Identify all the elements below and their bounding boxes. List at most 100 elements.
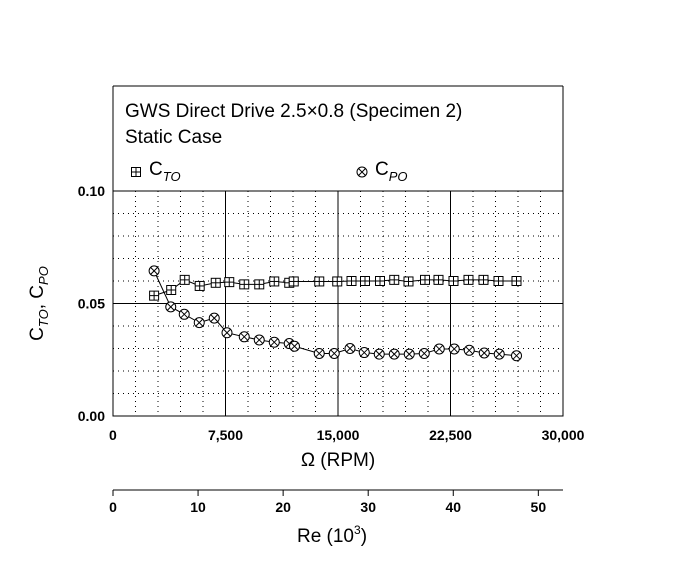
data-point-cpo	[328, 347, 340, 359]
y-tick-label: 0.00	[78, 408, 105, 424]
secondary-axis-ticks: 0 10 20 30 40 50	[109, 490, 546, 515]
data-point-cto	[433, 274, 444, 285]
data-point-cto	[269, 276, 280, 287]
x-stroke-b	[290, 342, 299, 351]
x-stroke-b	[480, 349, 489, 357]
data-point-cto	[239, 279, 250, 290]
y-tick-label: 0.10	[78, 183, 105, 199]
x-tick-labels: 0 7,500 15,000 22,500 30,000	[109, 427, 585, 443]
data-point-cto	[403, 276, 414, 287]
chart-title: GWS Direct Drive 2.5×0.8 (Specimen 2)	[125, 101, 462, 122]
secondary-tick-label: 0	[109, 499, 117, 515]
secondary-axis-label-close: )	[361, 526, 367, 547]
data-point-cpo	[418, 347, 430, 359]
legend-circle-x-marker	[356, 166, 368, 178]
y-tick-label: 0.05	[78, 296, 105, 312]
data-point-cto	[254, 279, 265, 290]
data-point-cto	[179, 274, 190, 285]
x-stroke-b	[150, 267, 158, 275]
legend-cto-sub: TO	[163, 169, 181, 184]
y-axis-label-cp-sub: PO	[36, 266, 51, 285]
x-stroke-b	[420, 349, 429, 358]
data-point-cpo	[403, 348, 415, 360]
x-stroke-b	[360, 348, 369, 357]
data-point-cto	[224, 277, 235, 288]
x-tick-label: 30,000	[542, 427, 585, 443]
secondary-axis-label: Re (103)	[297, 523, 367, 547]
x-tick-label: 22,500	[429, 427, 472, 443]
x-stroke-b	[375, 350, 384, 358]
data-point-cto	[314, 276, 325, 287]
x-stroke-b	[405, 350, 414, 358]
x-stroke-b	[210, 314, 219, 322]
y-axis-label-separator: ,	[27, 299, 48, 310]
data-point-cpo	[208, 312, 220, 324]
secondary-axis-label-main: Re (10	[297, 526, 354, 547]
data-point-cpo	[253, 334, 265, 346]
data-point-cto	[332, 276, 343, 287]
x-stroke-b	[166, 303, 175, 311]
x-stroke-b	[223, 328, 231, 337]
secondary-tick-label: 40	[445, 499, 461, 515]
y-axis-label-cp-main: C	[27, 285, 48, 299]
x-stroke-b	[346, 344, 354, 353]
data-point-cto	[389, 274, 400, 285]
secondary-tick-label: 20	[275, 499, 291, 515]
data-point-cto	[493, 276, 504, 286]
data-point-cpo	[511, 350, 522, 362]
data-point-cto	[194, 280, 205, 291]
secondary-tick-label: 50	[531, 499, 547, 515]
legend-cto-marker	[131, 167, 141, 177]
data-point-cto	[420, 274, 430, 285]
legend-entry-cto: CTO	[131, 159, 181, 184]
data-point-cpo	[448, 343, 460, 355]
x-stroke-b	[255, 336, 264, 344]
data-point-cpo	[373, 348, 385, 360]
x-stroke-b	[180, 310, 189, 319]
x-stroke-b	[512, 351, 521, 360]
series-layer	[148, 265, 522, 362]
legend-cpo-sub: PO	[389, 169, 408, 184]
data-point-cto	[149, 290, 160, 301]
x-tick-label: 7,500	[208, 427, 243, 443]
data-point-cpo	[165, 301, 177, 313]
x-stroke-b	[450, 345, 459, 353]
data-point-cto	[478, 274, 489, 285]
data-point-cto	[511, 276, 522, 286]
data-point-cto	[448, 276, 459, 286]
secondary-tick-label: 10	[190, 499, 206, 515]
data-point-cto	[166, 285, 177, 295]
y-tick-labels: 0.00 0.05 0.10	[78, 183, 105, 424]
data-point-cto	[360, 276, 370, 286]
secondary-axis-label-exp: 3	[354, 523, 361, 537]
data-point-cpo	[238, 331, 250, 343]
data-point-cpo	[433, 343, 445, 355]
y-axis-label-ct-sub: TO	[36, 309, 51, 327]
x-stroke-b	[390, 350, 399, 358]
x-tick-label: 15,000	[317, 427, 360, 443]
data-point-cto	[375, 276, 385, 286]
x-stroke-b	[495, 350, 504, 358]
data-point-cpo	[388, 348, 400, 360]
y-axis-label-ct-main: C	[27, 327, 48, 341]
legend-cpo-main: C	[375, 159, 389, 180]
x-axis-label: Ω (RPM)	[301, 450, 375, 471]
x-stroke-b	[240, 332, 249, 341]
legend-cto-label: CTO	[149, 159, 181, 184]
legend-cto-main: C	[149, 159, 163, 180]
data-point-cto	[463, 274, 474, 285]
x-tick-label: 0	[109, 427, 117, 443]
y-axis-label: CTO, CPO	[27, 266, 51, 341]
data-point-cpo	[221, 327, 233, 339]
x-stroke-b	[435, 345, 444, 353]
x-stroke-b	[330, 349, 339, 358]
x-stroke-b	[285, 339, 294, 348]
x-stroke-b	[358, 168, 366, 176]
legend-cpo-marker	[356, 166, 368, 178]
major-grid-layer	[113, 191, 563, 416]
data-point-cpo	[493, 348, 505, 360]
data-point-cpo	[478, 347, 490, 359]
x-stroke-b	[195, 318, 204, 327]
x-stroke-b	[465, 346, 474, 355]
